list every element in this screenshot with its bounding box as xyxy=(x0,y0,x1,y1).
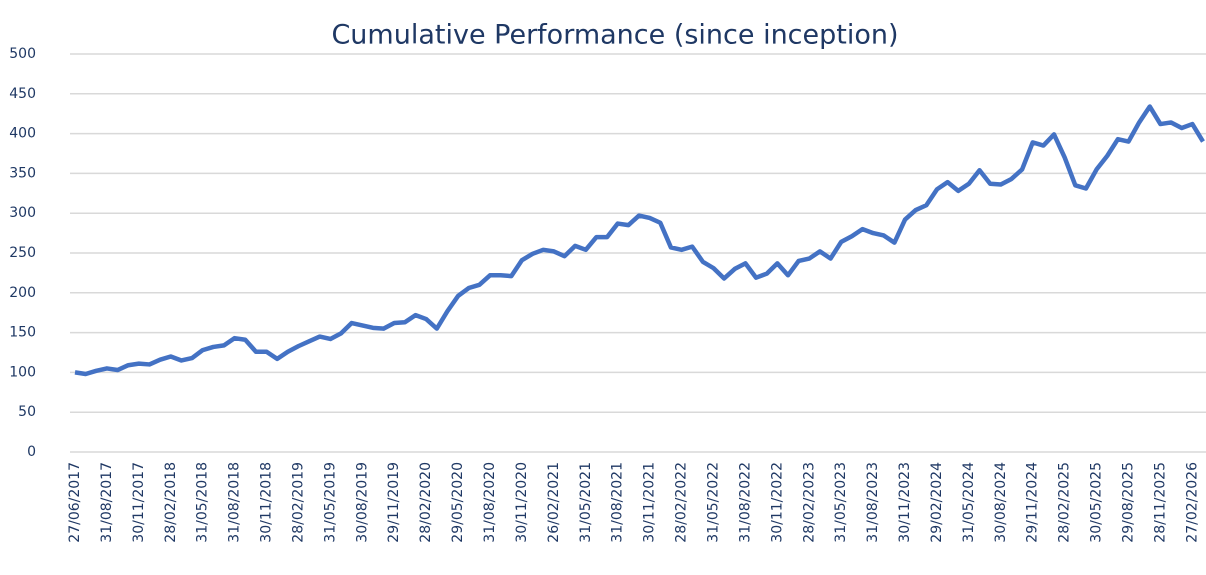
x-tick-label: 29/05/2020 xyxy=(450,462,466,543)
x-tick-label: 30/11/2020 xyxy=(514,462,530,543)
line xyxy=(74,104,1205,377)
y-tick-label: 300 xyxy=(9,205,36,221)
x-tick-label: 31/08/2022 xyxy=(737,462,753,543)
x-tick-label: 28/02/2023 xyxy=(801,462,817,543)
x-tick-label: 31/05/2024 xyxy=(961,462,977,543)
x-tick-label: 27/02/2026 xyxy=(1184,462,1200,543)
x-tick-label: 28/02/2019 xyxy=(290,462,306,543)
x-tick-label: 29/11/2019 xyxy=(386,462,402,543)
x-tick-label: 28/02/2022 xyxy=(674,462,690,543)
x-tick-label: 30/08/2019 xyxy=(354,462,370,543)
x-tick-label: 30/08/2024 xyxy=(993,462,1009,543)
x-tick-label: 31/05/2023 xyxy=(833,462,849,543)
y-tick-label: 250 xyxy=(9,245,36,261)
x-tick-label: 29/02/2024 xyxy=(929,462,945,543)
y-tick-label: 450 xyxy=(9,86,36,102)
x-tick-label: 27/06/2017 xyxy=(67,462,83,543)
x-tick-label: 29/08/2025 xyxy=(1121,462,1137,543)
x-tick-label: 30/11/2023 xyxy=(897,462,913,543)
x-tick-label: 31/08/2023 xyxy=(865,462,881,543)
y-tick-label: 200 xyxy=(9,285,36,301)
y-tick-label: 350 xyxy=(9,165,36,181)
x-tick-label: 28/02/2020 xyxy=(418,462,434,543)
y-tick-label: 500 xyxy=(9,46,36,62)
x-tick-label: 30/11/2018 xyxy=(259,462,275,543)
x-tick-label: 30/11/2022 xyxy=(769,462,785,543)
x-tick-label: 31/08/2020 xyxy=(482,462,498,543)
x-tick-label: 28/02/2018 xyxy=(163,462,179,543)
x-tick-label: 30/05/2025 xyxy=(1089,462,1105,543)
x-tick-label: 30/11/2021 xyxy=(642,462,658,543)
x-tick-label: 28/02/2025 xyxy=(1057,462,1073,543)
y-tick-label: 100 xyxy=(9,364,36,380)
x-tick-label: 30/11/2017 xyxy=(131,462,147,543)
y-tick-label: 50 xyxy=(18,404,36,420)
x-tick-label: 31/08/2018 xyxy=(227,462,243,543)
y-tick-label: 0 xyxy=(27,444,36,460)
x-tick-label: 31/08/2021 xyxy=(610,462,626,543)
x-tick-label: 31/05/2019 xyxy=(322,462,338,543)
y-tick-label: 400 xyxy=(9,126,36,142)
x-tick-label: 31/05/2021 xyxy=(578,462,594,543)
x-tick-label: 29/11/2024 xyxy=(1025,462,1041,543)
x-tick-label: 31/05/2022 xyxy=(705,462,721,543)
chart-title: Cumulative Performance (since inception) xyxy=(331,20,898,51)
y-tick-label: 150 xyxy=(9,325,36,341)
x-tick-label: 28/11/2025 xyxy=(1152,462,1168,543)
x-tick-label: 26/02/2021 xyxy=(546,462,562,543)
x-tick-label: 31/08/2017 xyxy=(99,462,115,543)
x-tick-label: 31/05/2018 xyxy=(195,462,211,543)
